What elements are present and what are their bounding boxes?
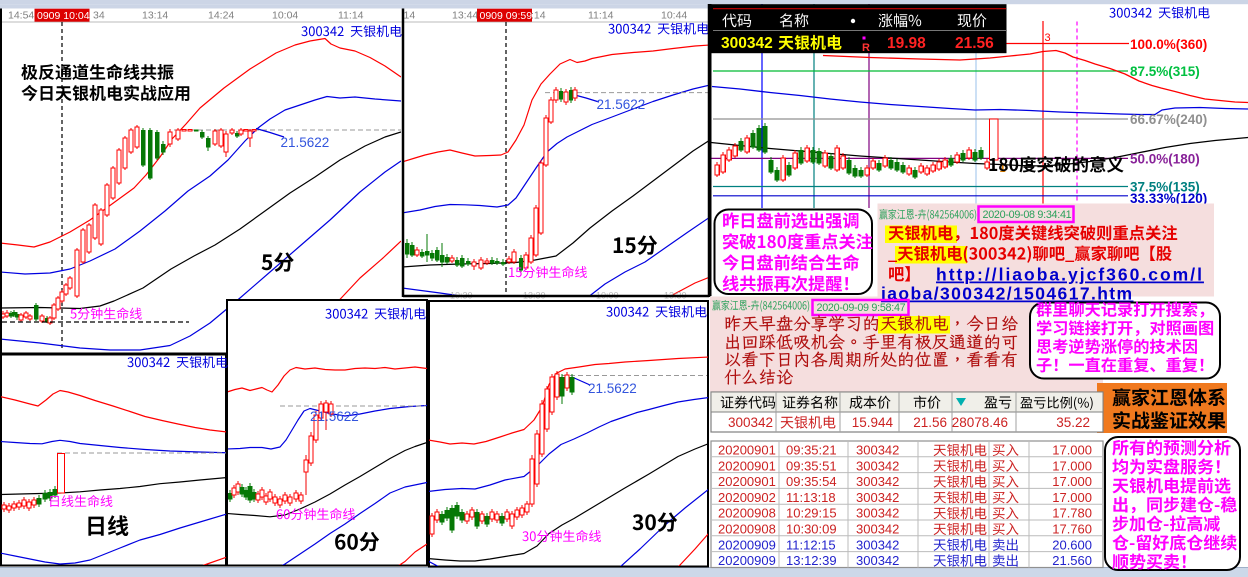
svg-text:20200909: 20200909 (718, 553, 776, 568)
svg-text:http://liaoba.yjcf360.com/l: http://liaoba.yjcf360.com/l (936, 265, 1204, 285)
svg-text:33.33%(120): 33.33%(120) (1130, 191, 1207, 206)
svg-text:21.5622: 21.5622 (588, 381, 637, 396)
svg-text:87.5%(315): 87.5%(315) (1130, 64, 1200, 79)
svg-text:3: 3 (1045, 32, 1051, 44)
svg-text:300342: 300342 (856, 522, 899, 537)
svg-text:20200908: 20200908 (718, 506, 776, 521)
svg-text:35.22: 35.22 (1056, 415, 1090, 430)
svg-text:20200901: 20200901 (718, 443, 776, 458)
svg-text:14:24: 14:24 (208, 10, 234, 22)
svg-text:17.000: 17.000 (1052, 474, 1092, 489)
svg-text:0909 10:04: 0909 10:04 (37, 10, 90, 22)
svg-text:11:14: 11:14 (588, 10, 614, 22)
svg-text:13:12:39: 13:12:39 (786, 553, 837, 568)
svg-text:20200901: 20200901 (718, 474, 776, 489)
svg-text:11:14: 11:14 (338, 10, 364, 22)
svg-text:20.600: 20.600 (1052, 537, 1092, 552)
svg-text:300342: 300342 (856, 458, 899, 473)
svg-text:0909 09:59: 0909 09:59 (480, 10, 533, 22)
svg-text:09:35:51: 09:35:51 (786, 458, 837, 473)
svg-text:20200909: 20200909 (718, 537, 776, 552)
svg-text:20200908: 20200908 (718, 522, 776, 537)
svg-text:11:12:15: 11:12:15 (786, 537, 836, 552)
svg-text:19.98: 19.98 (887, 35, 926, 52)
svg-text:11:13:18: 11:13:18 (786, 490, 836, 505)
svg-text:300342: 300342 (856, 490, 899, 505)
svg-text:66.67%(240): 66.67%(240) (1130, 112, 1207, 127)
svg-text:13:14: 13:14 (142, 10, 168, 22)
svg-text:300342: 300342 (856, 537, 899, 552)
svg-text:13:44: 13:44 (452, 10, 478, 22)
svg-text:100.0%(360): 100.0%(360) (1130, 37, 1207, 52)
svg-text:2020-09-09 9:58:47: 2020-09-09 9:58:47 (817, 302, 906, 314)
svg-text:10:44: 10:44 (661, 10, 687, 22)
svg-text:20200902: 20200902 (718, 490, 776, 505)
svg-text:17.000: 17.000 (1052, 443, 1092, 458)
svg-text:2020-09-08 9:34:41: 2020-09-08 9:34:41 (983, 209, 1072, 221)
svg-text:21.560: 21.560 (1052, 553, 1092, 568)
svg-text:300342: 300342 (856, 443, 899, 458)
svg-text:R: R (862, 42, 870, 54)
svg-text:17.000: 17.000 (1052, 458, 1092, 473)
svg-text:17.000: 17.000 (1052, 490, 1092, 505)
svg-text:15.944: 15.944 (852, 415, 894, 430)
svg-text:21.5622: 21.5622 (281, 135, 330, 150)
svg-text:37.5%(135): 37.5%(135) (1130, 180, 1200, 195)
svg-text:14: 14 (404, 10, 416, 22)
svg-text:300342: 300342 (728, 415, 773, 430)
svg-text::14: :14 (531, 10, 546, 22)
svg-text:20200901: 20200901 (718, 458, 776, 473)
svg-text:10:04: 10:04 (272, 10, 298, 22)
svg-text:1: 1 (1000, 163, 1006, 175)
svg-text:300342: 300342 (856, 474, 899, 489)
svg-text:10:30:09: 10:30:09 (786, 522, 837, 537)
svg-text:17.780: 17.780 (1052, 506, 1092, 521)
svg-text:300342: 300342 (721, 35, 773, 52)
svg-text:09:35:54: 09:35:54 (786, 474, 837, 489)
svg-text:34: 34 (93, 10, 105, 22)
svg-text:21.56: 21.56 (913, 415, 947, 430)
svg-text:iaoba/300342/1504617.htm: iaoba/300342/1504617.htm (881, 284, 1134, 304)
svg-text:17.760: 17.760 (1052, 522, 1092, 537)
svg-text:28078.46: 28078.46 (952, 415, 1008, 430)
svg-text:10:29:15: 10:29:15 (786, 506, 837, 521)
svg-text:14:54: 14:54 (8, 10, 34, 22)
svg-text:300342: 300342 (856, 553, 899, 568)
svg-text:09:35:21: 09:35:21 (786, 443, 837, 458)
svg-text:21.56: 21.56 (955, 35, 994, 52)
svg-text:300342: 300342 (856, 506, 899, 521)
svg-text:21.5622: 21.5622 (310, 409, 359, 424)
svg-text:21.5622: 21.5622 (597, 97, 646, 112)
svg-text:50.0%(180): 50.0%(180) (1130, 152, 1200, 167)
